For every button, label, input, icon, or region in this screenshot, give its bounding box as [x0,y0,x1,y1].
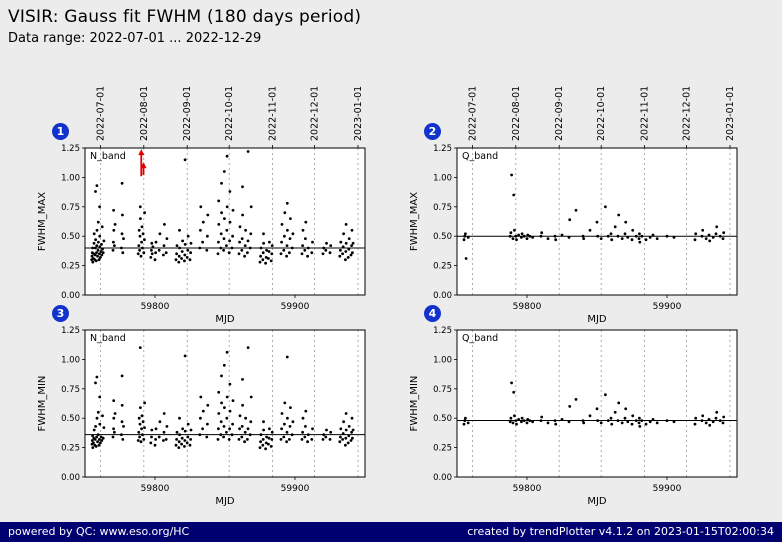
report-header: VISIR: Gauss fit FWHM (180 days period) … [0,0,782,46]
date-tick-label: 2022-10-01 [224,86,235,141]
panel-badge-1[interactable]: 1 [52,123,69,140]
footer-qc-link[interactable]: powered by QC: www.eso.org/HC [8,525,190,538]
y-axis-title: FWHM_MAX [409,192,420,251]
date-tick-label: 2023-01-01 [725,86,736,141]
date-tick-label: 2022-11-01 [268,86,279,141]
y-tick-label: 0.75 [433,203,452,213]
report-footer: powered by QC: www.eso.org/HC created by… [0,522,782,542]
date-tick-label: 2022-12-01 [682,86,693,141]
date-tick-label: 2022-12-01 [310,86,321,141]
y-tick-label: 0.25 [61,262,80,272]
y-tick-label: 1.00 [61,355,80,365]
y-tick-label: 0.75 [433,385,452,395]
panel-4: 0.00 0.25 0.50 0.75 1.00 1.25 59800 59900 MJD FWH… [409,326,738,507]
footer-credit: created by trendPlotter v4.1.2 on 2023-0… [467,525,774,538]
plot-background [457,330,737,477]
date-tick-label: 2022-07-01 [95,86,106,141]
panel-badge-4[interactable]: 4 [424,305,441,322]
x-tick-label: 59800 [141,484,170,494]
y-tick-label: 0.25 [433,444,452,454]
scatter-points [462,381,726,428]
x-tick-label: 59800 [513,484,542,494]
y-tick-label: 0.00 [433,473,452,483]
y-tick-label: 1.00 [61,173,80,183]
y-tick-label: 0.25 [61,444,80,454]
y-tick-label: 0.50 [61,414,80,424]
y-tick-label: 0.00 [61,473,80,483]
scatter-points [462,173,726,260]
panel-2: 2022-07-01 2022-08-01 2022-09-01 2022-10-01… [409,86,738,325]
plot-background [85,330,365,477]
y-tick-label: 1.25 [61,326,80,336]
band-label: N_band [90,333,126,344]
x-axis-title: MJD [587,314,607,325]
x-tick-label: 59900 [281,302,310,312]
y-axis-title: FWHM_MIN [37,376,48,432]
date-tick-label: 2022-08-01 [511,86,522,141]
y-tick-label: 1.25 [433,326,452,336]
date-tick-label: 2022-11-01 [640,86,651,141]
y-tick-label: 0.75 [61,385,80,395]
plot-frame [84,329,366,478]
y-tick-label: 0.50 [433,232,452,242]
y-tick-label: 0.25 [433,262,452,272]
band-label: Q_band [462,151,498,162]
y-tick-label: 1.00 [433,173,452,183]
panel-badge-3[interactable]: 3 [52,305,69,322]
y-tick-label: 1.00 [433,355,452,365]
y-tick-label: 0.00 [61,291,80,301]
y-tick-label: 1.25 [433,144,452,154]
x-axis-title: MJD [215,314,235,325]
x-tick-label: 59900 [653,484,682,494]
panel-1: 2022-07-01 2022-08-01 2022-09-01 2022-10-01… [37,86,366,325]
date-tick-label: 2022-09-01 [554,86,565,141]
x-tick-label: 59800 [141,302,170,312]
date-tick-label: 2022-10-01 [596,86,607,141]
plot-background [85,148,365,295]
panel-badge-2[interactable]: 2 [424,123,441,140]
date-tick-label: 2023-01-01 [353,86,364,141]
y-tick-label: 0.75 [61,203,80,213]
plots-svg: 2022-07-01 2022-08-01 2022-09-01 2022-10-01… [37,86,738,507]
band-label: Q_band [462,333,498,344]
y-tick-label: 1.25 [61,144,80,154]
scatter-points [90,346,355,451]
y-axis-title: FWHM_MIN [409,376,420,432]
date-tick-label: 2022-07-01 [467,86,478,141]
scatter-points [90,150,355,265]
plot-frame [456,329,738,478]
x-axis-title: MJD [215,496,235,507]
x-tick-label: 59900 [653,302,682,312]
x-tick-label: 59900 [281,484,310,494]
y-tick-label: 0.50 [433,414,452,424]
plot-frame [456,147,738,296]
x-axis-title: MJD [587,496,607,507]
date-tick-label: 2022-09-01 [182,86,193,141]
alert-arrow-head [140,162,147,169]
band-label: N_band [90,151,126,162]
panel-3: 0.00 0.25 0.50 0.75 1.00 1.25 59800 59900 MJD FWH… [37,326,366,507]
y-axis-title: FWHM_MAX [37,192,48,251]
alert-arrow-head [138,149,145,156]
x-tick-label: 59800 [513,302,542,312]
plot-frame [84,147,366,296]
y-tick-label: 0.00 [433,291,452,301]
y-tick-label: 0.50 [61,232,80,242]
page-title: VISIR: Gauss fit FWHM (180 days period) [8,7,362,27]
date-tick-label: 2022-08-01 [139,86,150,141]
date-range-subtitle: Data range: 2022-07-01 ... 2022-12-29 [8,31,262,46]
